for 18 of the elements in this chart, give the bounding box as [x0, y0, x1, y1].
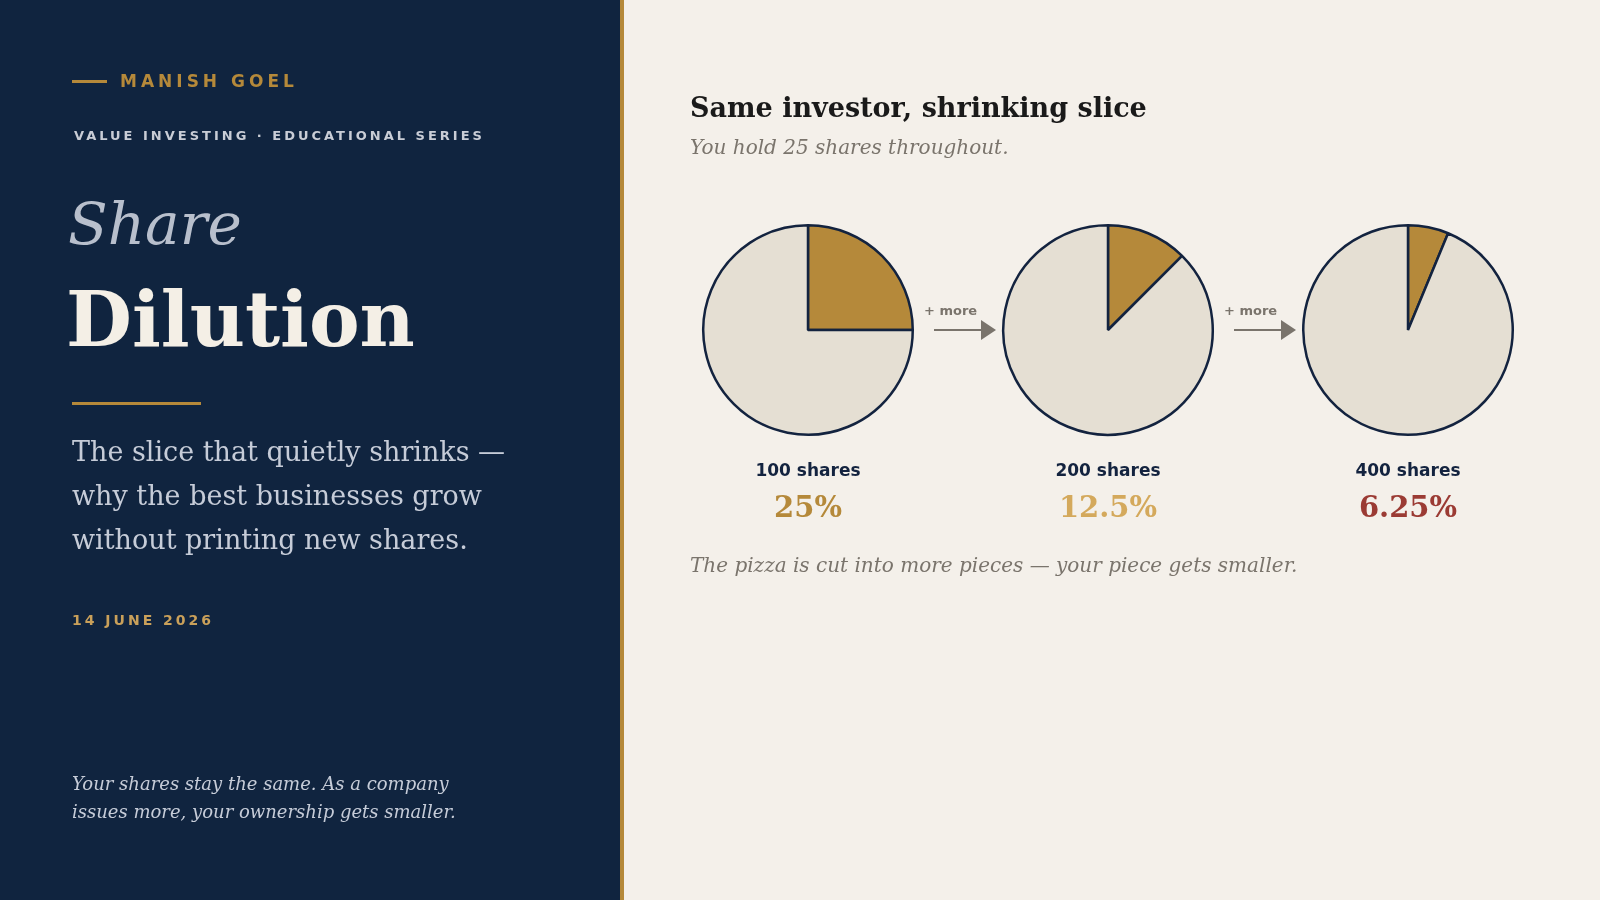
text: 12.5%: [1057, 490, 1159, 524]
text: The pizza is cut into more pieces — your piece gets smaller.: [690, 553, 1298, 577]
text: 6.25%: [1357, 490, 1459, 524]
text: 25%: [773, 490, 843, 524]
text: VALUE INVESTING · EDUCATIONAL SERIES: [74, 128, 485, 143]
text: The slice that quietly shrinks — why the best businesses grow without printing new shares.: [72, 435, 507, 557]
text: 100 shares: [754, 460, 862, 480]
text: 14 JUNE 2026: [72, 612, 215, 628]
text: + more: [924, 303, 978, 318]
text: You hold 25 shares throughout.: [690, 135, 1009, 159]
text: Same investor, shrinking slice: [690, 92, 1147, 123]
text: + more: [1224, 303, 1278, 318]
text: Your shares stay the same. As a company issues more, your ownership gets smaller.: [72, 772, 457, 824]
text: 400 shares: [1354, 460, 1462, 480]
text: 200 shares: [1054, 460, 1162, 480]
text: Share: [68, 190, 242, 258]
text: MANISH GOEL: [120, 71, 298, 91]
text: Dilution: [66, 275, 415, 364]
